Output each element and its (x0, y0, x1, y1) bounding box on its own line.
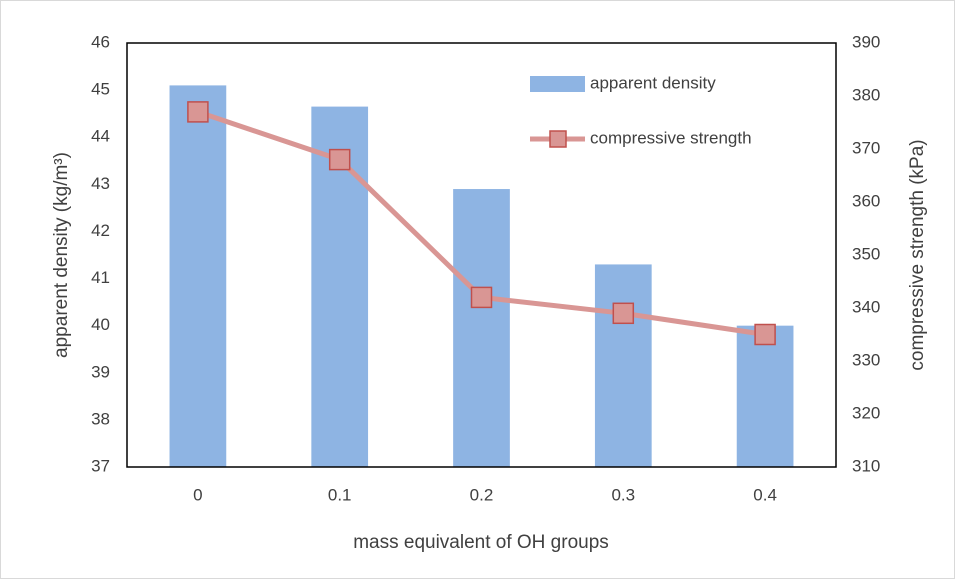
y2-tick-label: 330 (852, 350, 880, 369)
marker (612, 302, 635, 325)
y2-tick-label: 320 (852, 403, 880, 422)
legend-swatch (530, 76, 585, 92)
y2-axis-title: compressive strength (kPa) (907, 139, 928, 370)
x-tick-label: 0.1 (328, 485, 352, 504)
y-tick-label: 38 (91, 409, 110, 428)
marker (328, 148, 351, 171)
x-tick-label: 0.3 (611, 485, 635, 504)
x-axis-title: mass equivalent of OH groups (353, 532, 609, 553)
y2-tick-label: 370 (852, 138, 880, 157)
y-tick-label: 42 (91, 221, 110, 240)
plot-border (126, 42, 837, 468)
x-tick-label: 0.4 (753, 485, 777, 504)
y-tick-label: 43 (91, 174, 110, 193)
y2-tick-label: 390 (852, 32, 880, 51)
y2-tick-label: 380 (852, 85, 880, 104)
x-tick-label: 0 (193, 485, 202, 504)
legend-label: apparent density (590, 73, 716, 92)
y2-tick-label: 310 (852, 456, 880, 475)
marker (754, 323, 776, 346)
bar (594, 264, 652, 467)
marker (470, 286, 493, 309)
bar (169, 85, 227, 468)
y-axis-title: apparent density (kg/m³) (51, 152, 72, 358)
y-tick-label: 41 (91, 268, 110, 287)
x-tick-label: 0.2 (470, 485, 494, 504)
y-tick-label: 37 (91, 456, 110, 475)
y-tick-label: 45 (91, 80, 110, 99)
legend-marker (549, 130, 567, 148)
y-tick-label: 44 (91, 127, 110, 146)
y-tick-label: 40 (91, 315, 110, 334)
y2-tick-label: 360 (852, 191, 880, 210)
y-tick-label: 46 (91, 32, 110, 51)
marker (187, 101, 209, 123)
bar (736, 325, 794, 467)
y-tick-label: 39 (91, 362, 110, 381)
y2-tick-label: 340 (852, 297, 880, 316)
y2-tick-label: 350 (852, 244, 880, 263)
bar (453, 189, 510, 468)
legend-label: compressive strength (590, 128, 752, 147)
